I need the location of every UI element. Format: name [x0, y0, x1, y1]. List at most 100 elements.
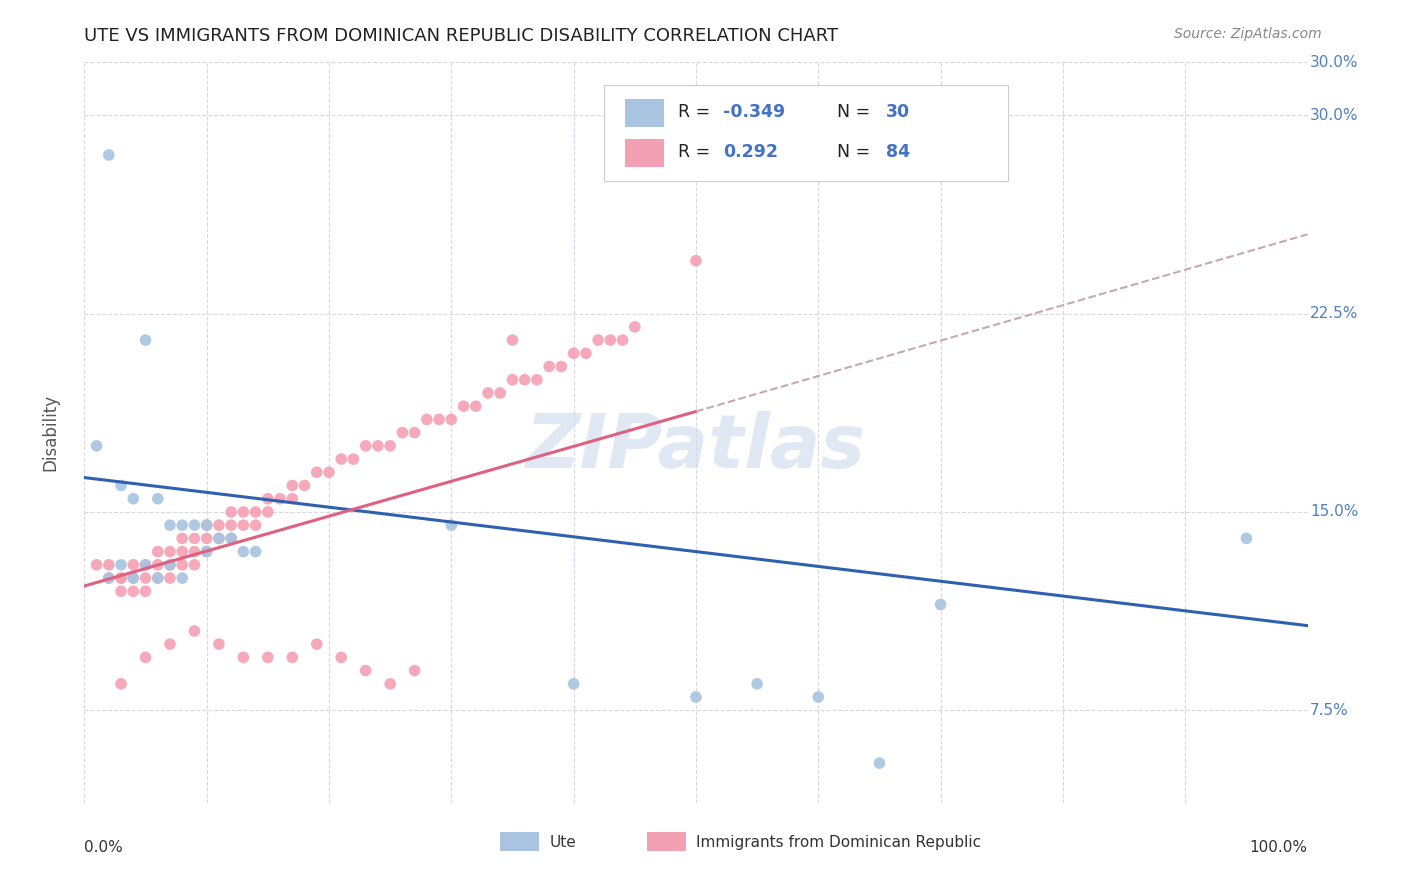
Point: [257, 650, 280, 665]
Text: 30.0%: 30.0%: [1310, 55, 1358, 70]
Point: [685, 690, 707, 704]
Point: [208, 518, 231, 533]
Text: 15.0%: 15.0%: [1310, 505, 1358, 519]
Point: [464, 399, 486, 413]
Point: [294, 478, 316, 492]
Point: [380, 677, 402, 691]
Point: [219, 518, 242, 533]
Point: [513, 373, 536, 387]
Text: Ute: Ute: [550, 835, 576, 849]
Point: [172, 558, 194, 572]
Point: [685, 253, 707, 268]
Point: [195, 532, 218, 546]
Point: [135, 558, 157, 572]
Point: [330, 452, 353, 467]
Point: [183, 558, 205, 572]
Text: UTE VS IMMIGRANTS FROM DOMINICAN REPUBLIC DISABILITY CORRELATION CHART: UTE VS IMMIGRANTS FROM DOMINICAN REPUBLI…: [84, 27, 838, 45]
Text: R =: R =: [678, 103, 716, 121]
Point: [257, 491, 280, 506]
Point: [562, 346, 585, 360]
Point: [195, 544, 218, 558]
Text: 84: 84: [886, 143, 910, 161]
Point: [110, 571, 132, 585]
Point: [550, 359, 572, 374]
FancyBboxPatch shape: [501, 832, 540, 851]
FancyBboxPatch shape: [626, 138, 664, 167]
Point: [97, 571, 120, 585]
Point: [159, 518, 181, 533]
Point: [135, 571, 157, 585]
Text: N =: N =: [837, 103, 876, 121]
Text: 7.5%: 7.5%: [1310, 703, 1348, 718]
Point: [489, 386, 512, 401]
Point: [208, 637, 231, 651]
Point: [172, 518, 194, 533]
Point: [526, 373, 548, 387]
Point: [208, 532, 231, 546]
Point: [281, 491, 304, 506]
Point: [135, 650, 157, 665]
Point: [219, 532, 242, 546]
Point: [245, 544, 267, 558]
Point: [159, 637, 181, 651]
Point: [404, 664, 426, 678]
Point: [599, 333, 621, 347]
Point: [208, 532, 231, 546]
Point: [219, 505, 242, 519]
Point: [232, 518, 254, 533]
Point: [257, 505, 280, 519]
Point: [612, 333, 634, 347]
Point: [453, 399, 475, 413]
Point: [245, 518, 267, 533]
Point: [86, 558, 108, 572]
Point: [575, 346, 598, 360]
Point: [807, 690, 830, 704]
Point: [586, 333, 609, 347]
Point: [122, 558, 145, 572]
Text: 30: 30: [886, 103, 910, 121]
Point: [146, 544, 169, 558]
Point: [183, 624, 205, 638]
Point: [367, 439, 389, 453]
Point: [318, 465, 340, 479]
Point: [195, 518, 218, 533]
Point: [416, 412, 439, 426]
Text: R =: R =: [678, 143, 721, 161]
Point: [195, 544, 218, 558]
Point: [110, 677, 132, 691]
Text: Disability: Disability: [41, 394, 59, 471]
Point: [97, 558, 120, 572]
Point: [330, 650, 353, 665]
Point: [269, 491, 291, 506]
Text: 30.0%: 30.0%: [1310, 108, 1358, 123]
Text: Immigrants from Dominican Republic: Immigrants from Dominican Republic: [696, 835, 981, 849]
FancyBboxPatch shape: [626, 99, 664, 127]
Point: [929, 598, 952, 612]
Point: [159, 558, 181, 572]
Point: [159, 571, 181, 585]
FancyBboxPatch shape: [605, 85, 1008, 181]
Point: [502, 333, 524, 347]
Point: [232, 505, 254, 519]
Point: [159, 544, 181, 558]
Point: [110, 571, 132, 585]
Text: 100.0%: 100.0%: [1250, 840, 1308, 855]
Point: [110, 478, 132, 492]
Point: [183, 532, 205, 546]
Point: [305, 637, 328, 651]
Point: [427, 412, 450, 426]
Point: [869, 756, 891, 771]
Point: [245, 505, 267, 519]
Point: [122, 571, 145, 585]
Point: [135, 584, 157, 599]
Point: [172, 571, 194, 585]
Point: [183, 518, 205, 533]
Point: [122, 571, 145, 585]
Point: [97, 571, 120, 585]
Point: [146, 491, 169, 506]
Point: [380, 439, 402, 453]
Point: [110, 584, 132, 599]
Point: [305, 465, 328, 479]
Point: [281, 650, 304, 665]
Point: [146, 571, 169, 585]
